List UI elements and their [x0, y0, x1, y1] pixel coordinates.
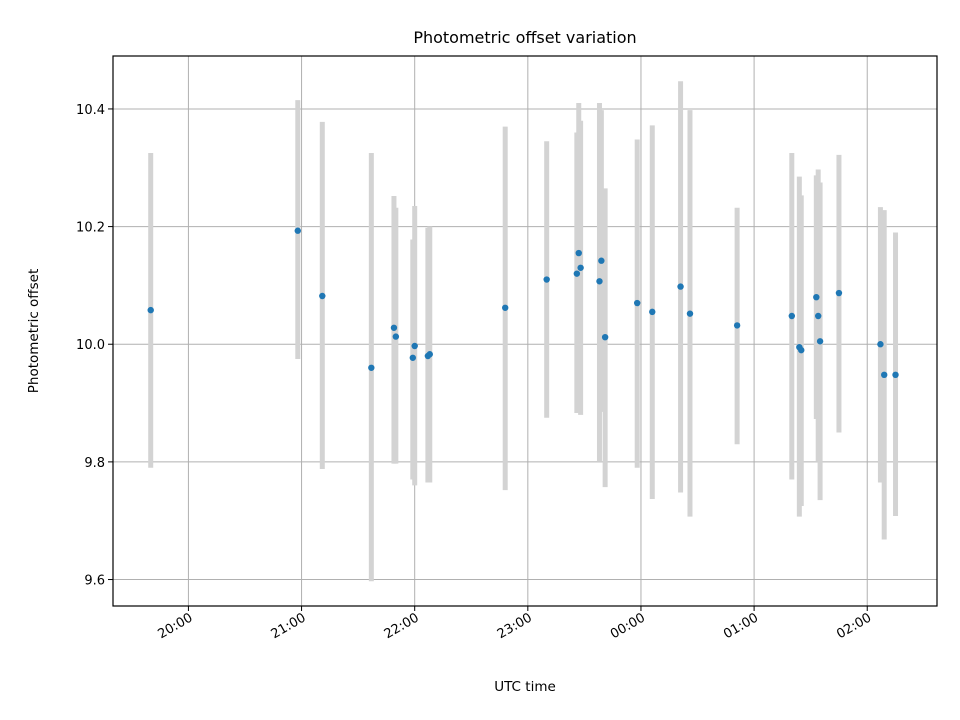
- y-tick-label: 9.6: [84, 574, 105, 589]
- data-point: [543, 276, 550, 283]
- data-point: [686, 310, 694, 317]
- data-point: [392, 333, 400, 340]
- data-point: [411, 342, 418, 350]
- y-tick-label: 10.4: [76, 103, 105, 118]
- data-point: [677, 283, 684, 290]
- y-tick-label: 10.2: [76, 221, 105, 236]
- data-point: [409, 354, 417, 361]
- data-point: [577, 264, 584, 271]
- data-point: [788, 312, 796, 320]
- chart-title: Photometric offset variation: [413, 28, 636, 47]
- data-point: [390, 324, 398, 331]
- data-point: [798, 346, 805, 354]
- y-tick-label: 9.8: [84, 456, 105, 471]
- y-axis: 9.6 9.8 10.0 10.2 10.4: [76, 103, 113, 589]
- data-point: [633, 299, 641, 307]
- y-tick-label: 10.0: [76, 338, 105, 353]
- data-point: [877, 341, 884, 348]
- y-axis-label: Photometric offset: [26, 269, 42, 393]
- data-point: [601, 333, 609, 341]
- data-point: [575, 249, 582, 257]
- data-point: [368, 364, 375, 371]
- data-point: [813, 293, 820, 301]
- data-point: [294, 227, 301, 234]
- data-point: [881, 371, 888, 379]
- data-point: [319, 292, 326, 300]
- data-point: [835, 289, 843, 297]
- data-point: [815, 312, 822, 320]
- data-point: [596, 278, 603, 285]
- data-point: [733, 322, 741, 329]
- data-points: [147, 227, 899, 379]
- data-point: [426, 351, 433, 358]
- data-point: [147, 306, 154, 314]
- x-axis-label: UTC time: [494, 679, 556, 695]
- data-point: [502, 304, 509, 311]
- data-point: [816, 338, 824, 345]
- plot-frame: [112, 55, 938, 607]
- data-point: [598, 257, 605, 264]
- data-point: [573, 270, 581, 277]
- data-point: [892, 371, 899, 379]
- data-point: [649, 308, 656, 316]
